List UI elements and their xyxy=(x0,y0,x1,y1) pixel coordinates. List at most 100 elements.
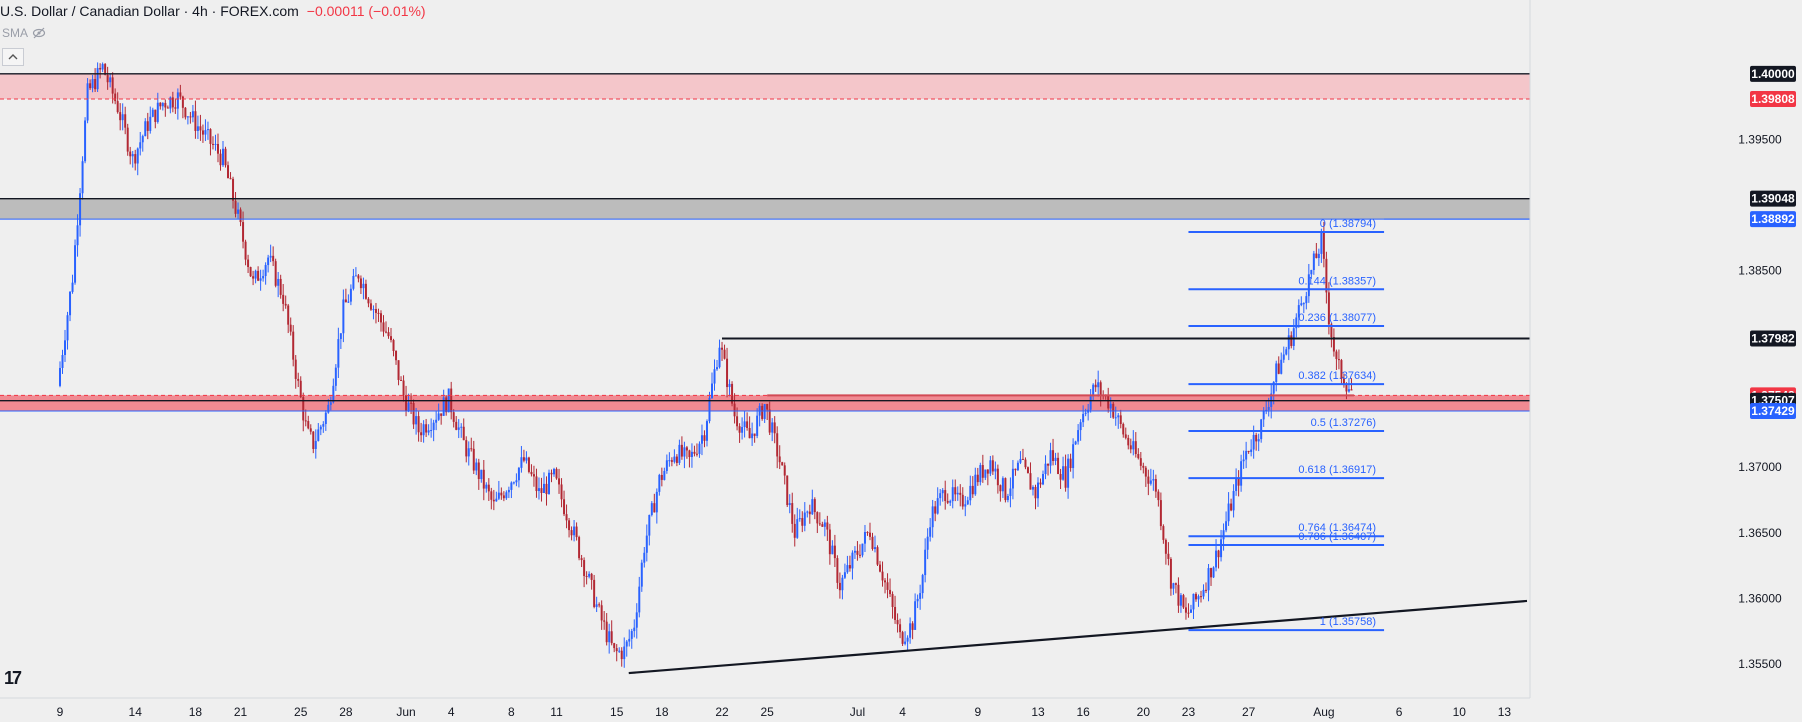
candle xyxy=(954,479,957,502)
eye-crossed-icon[interactable] xyxy=(32,27,46,39)
candle-body xyxy=(818,523,821,525)
candle xyxy=(164,99,167,117)
candle-body xyxy=(430,429,433,431)
candle-body xyxy=(352,275,355,289)
candle-body xyxy=(460,426,463,428)
candle xyxy=(756,408,759,439)
candle-body xyxy=(828,529,831,555)
trendline xyxy=(628,599,1528,675)
time-tick-label: 11 xyxy=(550,705,563,719)
candle xyxy=(1009,477,1012,508)
candle-body xyxy=(1009,488,1012,496)
candle-body xyxy=(723,349,726,359)
candle xyxy=(1250,439,1253,457)
candle-body xyxy=(292,331,295,360)
candle xyxy=(726,347,729,398)
candle-body xyxy=(435,419,438,423)
candle xyxy=(623,637,626,668)
candle-body xyxy=(866,532,869,534)
candle xyxy=(966,496,969,506)
time-tick-label: 23 xyxy=(1182,705,1196,719)
candle xyxy=(879,560,882,573)
collapse-legend-button[interactable] xyxy=(2,48,24,66)
candle xyxy=(374,302,377,324)
candle xyxy=(1124,427,1127,440)
candle-body xyxy=(141,136,144,143)
time-tick-label: Jun xyxy=(396,705,415,719)
candle xyxy=(1192,593,1195,619)
candle-body xyxy=(432,422,435,430)
candle-body xyxy=(1082,413,1085,423)
price-label-background xyxy=(1750,211,1796,228)
candle-body xyxy=(189,116,192,118)
candle-body xyxy=(1057,457,1060,474)
candle xyxy=(257,266,260,282)
candle-body xyxy=(282,294,285,304)
candle-body xyxy=(1255,434,1258,442)
candle-body xyxy=(831,545,834,555)
candle xyxy=(139,131,142,156)
candle-body xyxy=(437,413,440,420)
candle-body xyxy=(374,309,377,313)
candle-body xyxy=(640,562,643,587)
candle-body xyxy=(502,495,505,499)
candle xyxy=(1217,549,1220,569)
candle xyxy=(553,467,556,477)
candle xyxy=(357,274,360,283)
candle xyxy=(1167,542,1170,566)
candle xyxy=(352,268,355,291)
candle-body xyxy=(277,278,280,286)
candle-body xyxy=(119,112,122,121)
candle-body xyxy=(1054,457,1057,461)
candle-body xyxy=(1297,305,1300,318)
candle-body xyxy=(1169,558,1172,589)
candle xyxy=(81,156,84,200)
time-tick-label: 14 xyxy=(129,705,143,719)
candle-body xyxy=(889,589,892,595)
candle-body xyxy=(1262,411,1265,420)
candle xyxy=(249,266,252,277)
indicator-legend[interactable]: SMA xyxy=(2,26,46,40)
candle-body xyxy=(1092,384,1095,397)
candle-body xyxy=(1001,478,1004,492)
plot-background xyxy=(0,24,1530,698)
candle xyxy=(1011,459,1014,500)
candle-body xyxy=(410,402,413,404)
candle xyxy=(690,443,693,468)
candle xyxy=(1139,452,1142,471)
candle-body xyxy=(69,291,72,316)
candle xyxy=(425,418,428,437)
candle-body xyxy=(653,503,656,513)
candle-body xyxy=(555,468,558,479)
time-tick-label: Aug xyxy=(1313,705,1334,719)
candle xyxy=(334,364,337,391)
candle-body xyxy=(512,482,515,484)
candle-body xyxy=(146,121,149,131)
candle xyxy=(1312,250,1315,275)
candle-body xyxy=(879,564,882,572)
candle-body xyxy=(1205,589,1208,591)
candle xyxy=(1189,604,1192,613)
candle xyxy=(189,111,192,124)
candle xyxy=(1194,592,1197,602)
candle xyxy=(964,496,967,517)
candle-body xyxy=(66,315,69,341)
time-tick-label: 28 xyxy=(339,705,353,719)
candle-body xyxy=(1285,349,1288,355)
chevron-up-icon xyxy=(8,54,18,60)
candle xyxy=(64,329,67,362)
candle xyxy=(377,308,380,322)
candle-body xyxy=(417,416,420,433)
candle xyxy=(595,596,598,613)
candle-body xyxy=(334,367,337,386)
candle-body xyxy=(379,313,382,323)
candle xyxy=(222,140,224,168)
candle xyxy=(412,399,415,429)
candle xyxy=(628,629,631,647)
time-tick-label: 13 xyxy=(1498,705,1512,719)
candle-body xyxy=(487,484,490,492)
candle-body xyxy=(1177,584,1180,606)
candle xyxy=(337,327,340,378)
